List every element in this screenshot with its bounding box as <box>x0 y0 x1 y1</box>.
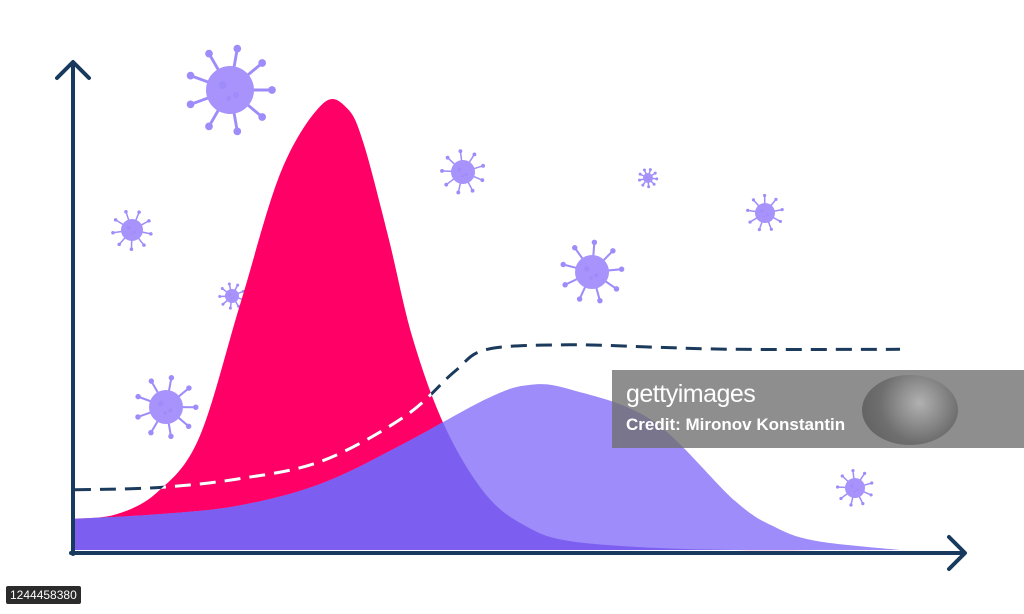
virus-icon <box>186 44 276 136</box>
virus-icon <box>746 193 784 232</box>
watermark-credit: Credit: Mironov Konstantin <box>626 415 846 434</box>
axes <box>55 60 967 571</box>
virus-icon <box>835 469 874 507</box>
y-axis-arrow-icon <box>55 60 91 80</box>
virus-icons <box>111 44 874 507</box>
watermark: gettyimages Credit: Mironov Konstantin <box>612 370 1024 448</box>
series-peak-curve <box>75 99 900 551</box>
virus-icon <box>111 209 153 252</box>
virus-icon <box>218 282 246 310</box>
x-axis-arrow-icon <box>947 535 967 571</box>
image-id-label: 1244458380 <box>6 586 81 604</box>
watermark-ball-icon <box>862 375 958 445</box>
virus-icon <box>135 375 199 440</box>
virus-icon <box>440 149 485 195</box>
virus-icon <box>560 239 625 304</box>
watermark-brand: gettyimages <box>626 380 756 408</box>
virus-icon <box>638 168 659 189</box>
